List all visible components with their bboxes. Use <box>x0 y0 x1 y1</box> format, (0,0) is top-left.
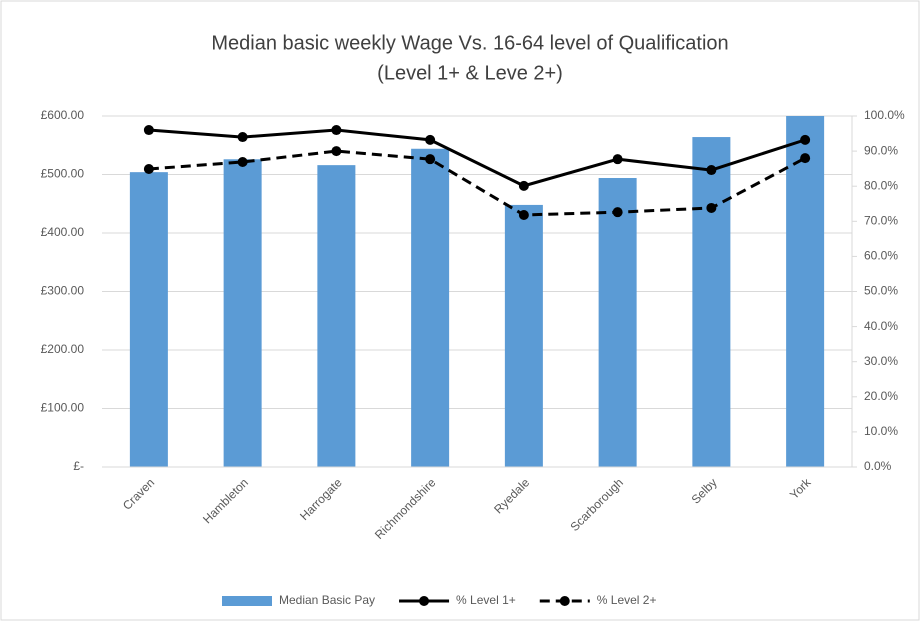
y-tick-label: £500.00 <box>41 167 85 181</box>
line-marker <box>425 134 436 145</box>
y2-tick-label: 80.0% <box>864 178 898 192</box>
legend-label: % Level 2+ <box>597 593 657 607</box>
bar <box>223 159 262 468</box>
bar <box>504 204 543 468</box>
line-marker <box>425 154 436 165</box>
bar <box>598 178 637 467</box>
line-marker <box>237 156 248 167</box>
legend-marker <box>559 596 570 606</box>
line-marker <box>612 154 623 165</box>
line <box>148 149 806 217</box>
y-tick-label: £300.00 <box>41 284 85 298</box>
line-marker <box>518 180 529 191</box>
y2-tick-label: 60.0% <box>864 249 898 263</box>
bar <box>786 116 825 467</box>
chart-subtitle: (Level 1+ & Leve 2+) <box>377 62 563 84</box>
bar <box>411 148 450 467</box>
line-marker <box>331 146 342 157</box>
y2-tick-label: 20.0% <box>864 389 898 403</box>
y2-tick-label: 50.0% <box>864 284 898 298</box>
y2-tick-label: 40.0% <box>864 319 898 333</box>
legend-swatch <box>222 596 272 606</box>
line-marker <box>612 207 623 218</box>
y2-tick-label: 0.0% <box>864 459 892 473</box>
line-marker <box>518 209 529 220</box>
y-tick-label: £100.00 <box>41 401 85 415</box>
line-marker <box>331 125 342 136</box>
legend-label: Median Basic Pay <box>279 593 375 607</box>
bar <box>129 172 168 467</box>
bar <box>317 165 356 467</box>
y-tick-label: £200.00 <box>41 342 85 356</box>
legend-marker <box>419 596 430 606</box>
line-marker <box>706 165 717 176</box>
y2-tick-label: 70.0% <box>864 213 898 227</box>
bar <box>692 137 731 467</box>
line-marker <box>706 202 717 213</box>
line-marker <box>800 134 811 145</box>
y2-tick-label: 30.0% <box>864 354 898 368</box>
line-marker <box>143 125 154 136</box>
legend-label: % Level 1+ <box>456 593 516 607</box>
line-marker <box>237 132 248 143</box>
line-marker <box>143 164 154 175</box>
y2-tick-label: 10.0% <box>864 424 898 438</box>
y-tick-label: £- <box>73 459 84 473</box>
line-marker <box>800 153 811 164</box>
chart-title: Median basic weekly Wage Vs. 16-64 level… <box>211 32 728 54</box>
y-tick-label: £600.00 <box>41 108 85 122</box>
y2-tick-label: 100.0% <box>864 108 905 122</box>
y2-tick-label: 90.0% <box>864 143 898 157</box>
y-tick-label: £400.00 <box>41 225 85 239</box>
line <box>148 128 806 188</box>
